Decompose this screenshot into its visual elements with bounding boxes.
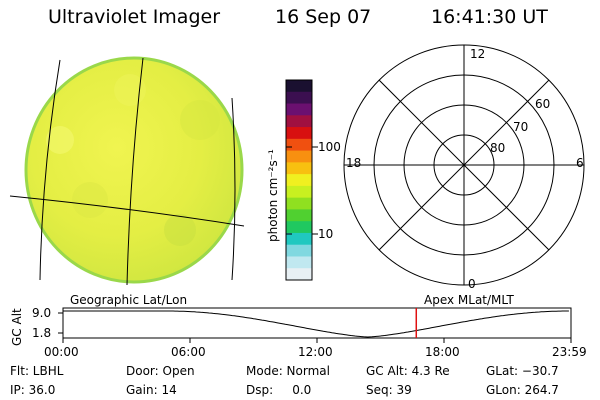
- colorbar: [285, 79, 313, 281]
- colorbar-swatch: [286, 185, 312, 199]
- door-status: Door: Open: [126, 364, 195, 378]
- filter-status: Flt: LBHL: [10, 364, 64, 378]
- colorbar-swatch: [286, 209, 312, 222]
- meridian-line: [39, 59, 61, 281]
- colorbar-swatch: [286, 103, 312, 116]
- mlt-label-6: 6: [576, 156, 584, 170]
- colorbar-tick-100: 100: [318, 140, 341, 154]
- mlt-diagonal: [378, 79, 550, 251]
- mode-status: Mode: Normal: [246, 364, 330, 378]
- glon-status: GLon: 264.7: [486, 383, 559, 397]
- meridian-line: [231, 97, 236, 281]
- time-tick-1200: 12:00: [298, 345, 333, 359]
- mlat-label-80: 80: [490, 141, 506, 155]
- time-tick-2359: 23:59: [552, 345, 587, 359]
- ip-status: IP: 36.0: [10, 383, 56, 397]
- altitude-ytick-9: 9.0: [32, 306, 52, 320]
- meridian-line: [126, 57, 144, 286]
- altitude-ylabel: GC Alt: [10, 308, 24, 346]
- gain-status: Gain: 14: [126, 383, 177, 397]
- altitude-frame: [62, 307, 572, 339]
- altitude-curve: [63, 310, 569, 338]
- altitude-plot: [58, 307, 572, 343]
- colorbar-frame: [285, 79, 313, 281]
- mlt-label-0: 0: [468, 277, 476, 291]
- glat-status: GLat: −30.7: [486, 364, 559, 378]
- colorbar-swatch: [286, 150, 312, 163]
- colorbar-swatch: [286, 91, 312, 105]
- altitude-ytick-1-8: 1.8: [32, 326, 52, 340]
- colorbar-swatch: [286, 138, 312, 152]
- earth-disk: [9, 56, 245, 286]
- colorbar-swatch: [286, 268, 312, 281]
- disk-texture: [46, 74, 220, 246]
- colorbar-swatch: [286, 197, 312, 210]
- colorbar-swatch: [286, 256, 312, 269]
- dsp-status: Dsp: 0.0: [246, 383, 312, 397]
- colorbar-swatch: [286, 80, 312, 93]
- colorbar-unit-label: photon cm⁻²s⁻¹: [266, 149, 280, 242]
- parallel-line: [9, 195, 245, 227]
- mlt-label-18: 18: [346, 156, 362, 170]
- colorbar-ticks: [286, 146, 318, 235]
- colorbar-swatch: [286, 174, 312, 187]
- time-tick-0000: 00:00: [44, 345, 79, 359]
- geographic-grid: [9, 57, 245, 286]
- apex-panel-label: Apex MLat/MLT: [424, 293, 514, 307]
- altitude-axis-ticks: [58, 312, 572, 343]
- mlat-label-70: 70: [513, 120, 529, 134]
- colorbar-swatch: [286, 244, 312, 257]
- colorbar-tick-10: 10: [318, 227, 334, 241]
- colorbar-swatch: [286, 162, 312, 175]
- colorbar-swatch: [286, 221, 312, 234]
- seq-status: Seq: 39: [366, 383, 412, 397]
- instrument-title: Ultraviolet Imager: [48, 6, 221, 28]
- polar-plot: [343, 44, 585, 286]
- colorbar-swatch: [286, 127, 312, 140]
- colorbar-swatch: [286, 115, 312, 128]
- date-label: 16 Sep 07: [275, 6, 372, 28]
- colorbar-swatch: [286, 232, 312, 246]
- gc-alt-status: GC Alt: 4.3 Re: [366, 364, 450, 378]
- time-label: 16:41:30 UT: [431, 6, 548, 28]
- geographic-panel-label: Geographic Lat/Lon: [70, 293, 188, 307]
- time-tick-1800: 18:00: [425, 345, 460, 359]
- time-tick-0600: 06:00: [171, 345, 206, 359]
- mlat-label-60: 60: [535, 97, 551, 111]
- mlt-label-12: 12: [470, 47, 486, 61]
